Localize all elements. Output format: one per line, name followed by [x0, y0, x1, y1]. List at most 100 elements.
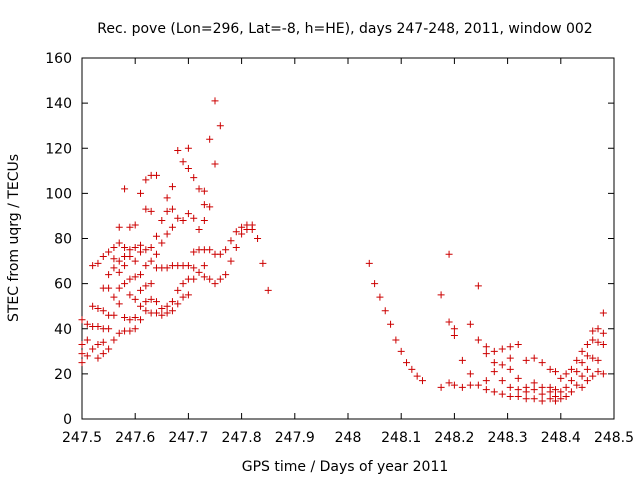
data-point — [147, 257, 155, 265]
data-point — [546, 395, 554, 403]
data-point — [99, 338, 107, 346]
data-point — [121, 262, 129, 270]
data-point — [238, 230, 246, 238]
data-point — [190, 264, 198, 272]
data-point — [142, 246, 150, 254]
data-point — [514, 341, 522, 349]
data-point — [589, 354, 597, 362]
data-point — [227, 237, 235, 245]
data-point — [121, 313, 129, 321]
data-point — [142, 205, 150, 213]
data-point — [174, 214, 182, 222]
data-point — [403, 359, 411, 367]
data-point — [126, 316, 134, 324]
data-point — [115, 239, 123, 247]
data-point — [110, 293, 118, 301]
data-point — [137, 248, 145, 256]
data-point — [216, 250, 224, 258]
data-point — [126, 327, 134, 335]
x-tick-label: 247.8 — [222, 430, 262, 446]
data-point — [137, 302, 145, 310]
data-point — [474, 381, 482, 389]
data-point — [551, 397, 559, 405]
data-point — [179, 158, 187, 166]
x-tick-label: 247.6 — [115, 430, 155, 446]
data-point — [137, 316, 145, 324]
data-point — [530, 354, 538, 362]
data-point — [152, 298, 160, 306]
data-point — [110, 311, 118, 319]
data-point — [184, 144, 192, 152]
data-point — [115, 223, 123, 231]
data-point — [147, 280, 155, 288]
data-point — [174, 147, 182, 155]
data-point — [105, 284, 113, 292]
data-point — [594, 356, 602, 364]
data-point — [248, 225, 256, 233]
data-point — [450, 381, 458, 389]
data-point — [506, 392, 514, 400]
data-point — [522, 388, 530, 396]
data-point — [115, 329, 123, 337]
data-point — [458, 383, 466, 391]
data-point — [445, 250, 453, 258]
x-tick-label: 248.5 — [594, 430, 634, 446]
data-point — [190, 174, 198, 182]
data-point — [195, 185, 203, 193]
data-point — [184, 210, 192, 218]
data-point — [190, 248, 198, 256]
data-point — [126, 275, 134, 283]
data-point — [179, 280, 187, 288]
data-point — [142, 307, 150, 315]
data-point — [450, 332, 458, 340]
data-point — [168, 183, 176, 191]
data-point — [216, 122, 224, 130]
x-tick-label: 248.3 — [488, 430, 528, 446]
data-point — [206, 246, 214, 254]
data-point — [89, 302, 97, 310]
data-point — [222, 246, 230, 254]
data-point — [137, 286, 145, 294]
data-point — [190, 275, 198, 283]
x-tick-label: 248.1 — [381, 430, 421, 446]
data-point — [158, 239, 166, 247]
data-point — [179, 293, 187, 301]
data-point — [567, 377, 575, 385]
data-point — [445, 318, 453, 326]
y-tick-label: 40 — [54, 322, 72, 338]
y-axis: 0 20 40 60 80 100 120 140 160 — [45, 51, 614, 428]
data-point — [514, 392, 522, 400]
data-point — [557, 388, 565, 396]
data-point — [83, 336, 91, 344]
data-point — [264, 286, 272, 294]
data-point — [121, 244, 129, 252]
data-point — [152, 171, 160, 179]
data-point — [371, 280, 379, 288]
data-point — [131, 325, 139, 333]
data-point — [546, 388, 554, 396]
data-point — [514, 386, 522, 394]
data-point — [506, 383, 514, 391]
data-point — [147, 295, 155, 303]
data-point — [158, 304, 166, 312]
data-point — [490, 368, 498, 376]
data-point — [599, 329, 607, 337]
data-point — [222, 271, 230, 279]
data-point — [530, 379, 538, 387]
data-point — [110, 255, 118, 263]
data-point — [227, 257, 235, 265]
data-point — [482, 386, 490, 394]
data-point — [530, 386, 538, 394]
data-point — [567, 365, 575, 373]
data-point — [498, 345, 506, 353]
data-point — [126, 253, 134, 261]
data-point — [466, 381, 474, 389]
data-point — [110, 336, 118, 344]
data-point — [147, 244, 155, 252]
data-point — [105, 345, 113, 353]
data-point — [126, 291, 134, 299]
data-point — [99, 350, 107, 358]
data-point — [578, 347, 586, 355]
data-point — [83, 352, 91, 360]
data-point — [474, 282, 482, 290]
